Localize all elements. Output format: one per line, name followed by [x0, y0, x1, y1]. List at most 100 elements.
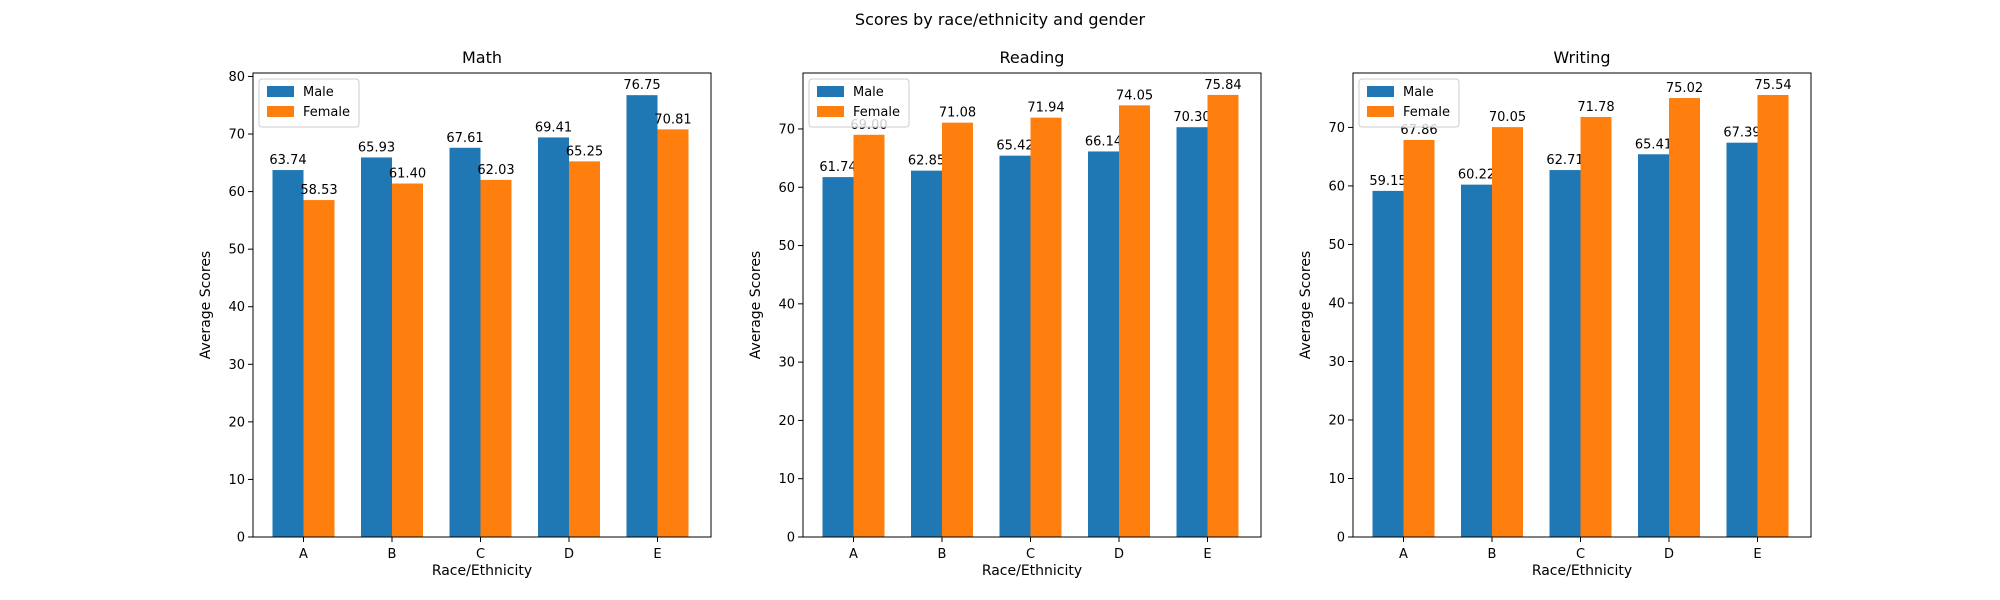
bar-female-b	[392, 183, 423, 538]
bar-value-label: 75.02	[1666, 81, 1703, 96]
bar-female-b	[942, 122, 973, 538]
bar-male-a	[822, 177, 854, 538]
bar-female-e	[1757, 95, 1789, 538]
bar-female-e	[1207, 94, 1239, 537]
bar-value-label: 65.93	[358, 140, 395, 155]
bar-value-label: 69.41	[535, 120, 572, 135]
legend-swatch-female	[267, 106, 294, 117]
subplot-title: Reading	[1000, 48, 1065, 67]
bar-female-b	[1492, 127, 1523, 537]
bar-male-e	[1726, 142, 1758, 537]
y-tick-label: 60	[1328, 179, 1345, 194]
bar-value-label: 62.85	[908, 154, 945, 169]
bar-female-c	[1580, 117, 1612, 537]
bar-value-label: 60.22	[1458, 168, 1495, 183]
legend-swatch-female	[1367, 106, 1394, 117]
bar-value-label: 76.75	[623, 78, 660, 93]
x-tick-label: D	[1114, 547, 1124, 562]
bar-value-label: 62.71	[1546, 153, 1583, 168]
axes-frame	[252, 72, 712, 538]
y-tick-label: 10	[1328, 472, 1345, 487]
y-tick-label: 10	[228, 473, 245, 488]
subplot-title: Math	[462, 48, 502, 67]
figure-suptitle: Scores by race/ethnicity and gender	[855, 10, 1146, 29]
bar-male-b	[1461, 184, 1492, 537]
bar-male-a	[272, 170, 304, 537]
y-tick-label: 20	[1328, 413, 1345, 428]
x-tick-label: A	[1399, 547, 1408, 562]
bar-value-label: 74.05	[1116, 88, 1153, 103]
legend-swatch-male	[1367, 86, 1394, 97]
bar-female-c	[1030, 117, 1062, 538]
bar-value-label: 66.14	[1085, 134, 1122, 149]
bar-value-label: 71.94	[1027, 101, 1064, 116]
y-tick-label: 30	[1328, 355, 1345, 370]
bar-value-label: 65.25	[566, 144, 603, 159]
legend-swatch-female	[817, 106, 844, 117]
legend-label-male: Male	[853, 85, 884, 100]
bar-male-b	[361, 157, 392, 537]
y-tick-label: 10	[778, 472, 795, 487]
y-tick-label: 70	[778, 122, 795, 137]
bar-value-label: 67.39	[1723, 126, 1760, 141]
bar-male-b	[911, 170, 942, 537]
x-tick-label: D	[564, 547, 574, 562]
bar-female-d	[1669, 98, 1700, 538]
bar-value-label: 70.30	[1173, 110, 1210, 125]
y-tick-label: 0	[237, 531, 245, 546]
bar-female-c	[480, 179, 512, 537]
bar-male-c	[999, 155, 1031, 537]
x-tick-label: B	[1488, 547, 1497, 562]
x-tick-label: D	[1664, 547, 1674, 562]
x-axis-label: Race/Ethnicity	[1532, 563, 1632, 579]
legend-label-female: Female	[853, 105, 900, 120]
y-tick-label: 40	[778, 297, 795, 312]
legend-swatch-male	[267, 86, 294, 97]
y-tick-label: 50	[228, 243, 245, 258]
y-tick-label: 50	[1328, 238, 1345, 253]
x-axis-label: Race/Ethnicity	[432, 563, 532, 579]
bar-male-e	[1176, 127, 1208, 537]
legend: Male Female	[258, 78, 360, 128]
y-tick-label: 0	[1337, 531, 1345, 546]
legend-label-male: Male	[303, 85, 334, 100]
y-tick-label: 20	[778, 414, 795, 429]
legend-label-male: Male	[1403, 85, 1434, 100]
legend-label-female: Female	[1403, 105, 1450, 120]
x-tick-label: A	[849, 547, 858, 562]
bar-female-a	[303, 200, 335, 537]
x-axis-label: Race/Ethnicity	[982, 563, 1082, 579]
bar-value-label: 63.74	[269, 153, 306, 168]
bar-value-label: 59.15	[1369, 174, 1406, 189]
bar-value-label: 70.05	[1489, 110, 1526, 125]
bar-value-label: 58.53	[300, 183, 337, 198]
x-tick-label: A	[299, 547, 308, 562]
bar-female-a	[853, 134, 885, 537]
bar-male-d	[1638, 154, 1669, 537]
y-tick-label: 30	[228, 358, 245, 373]
bar-female-a	[1403, 139, 1435, 538]
bar-value-label: 71.78	[1577, 100, 1614, 115]
subplot-title: Writing	[1553, 48, 1610, 67]
subplots: Math 63.74 65.93 67.61 69.41 76.75 58.53 61.40 6…	[198, 48, 1812, 579]
bar-value-label: 70.81	[654, 112, 691, 127]
x-tick-label: E	[1203, 547, 1211, 562]
y-tick-label: 40	[228, 300, 245, 315]
y-tick-label: 70	[1328, 121, 1345, 136]
bar-value-label: 62.03	[477, 163, 514, 178]
y-tick-label: 0	[787, 531, 795, 546]
bar-female-d	[1119, 105, 1150, 538]
x-tick-label: E	[1753, 547, 1761, 562]
bar-male-d	[1088, 151, 1119, 537]
subplot-reading: Reading61.7462.8565.4266.1470.3069.0071.…	[748, 48, 1262, 579]
bar-value-label: 65.42	[996, 139, 1033, 154]
bar-male-a	[1372, 190, 1404, 537]
y-axis-label: Average Scores	[198, 251, 214, 359]
y-tick-label: 70	[228, 128, 245, 143]
bar-male-c	[449, 147, 481, 538]
legend: Male Female	[1358, 78, 1460, 128]
bar-value-label: 75.84	[1204, 78, 1241, 93]
x-tick-label: C	[1576, 547, 1585, 562]
bar-value-label: 61.40	[389, 167, 426, 182]
